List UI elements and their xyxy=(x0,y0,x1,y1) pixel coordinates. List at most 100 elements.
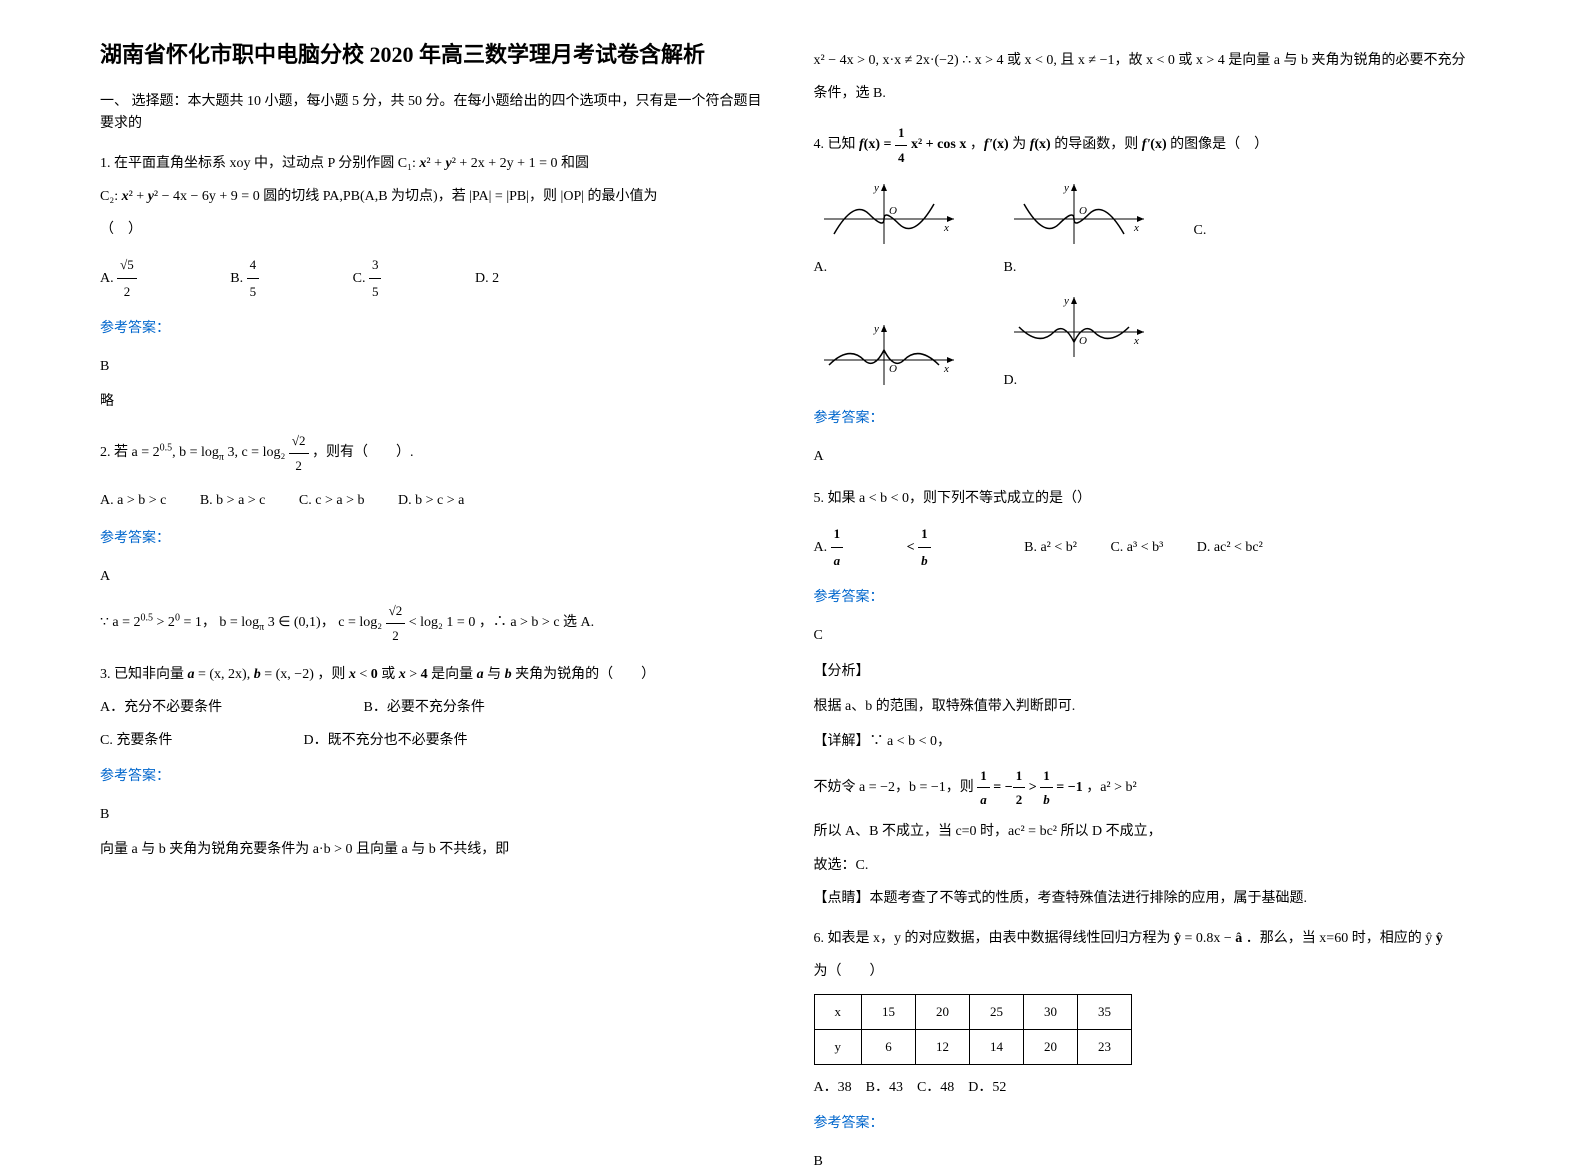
svg-text:y: y xyxy=(873,182,879,194)
cell: 25 xyxy=(970,995,1024,1030)
q4-label-c: C. xyxy=(1194,217,1207,245)
q1-options: A. √52 B. 45 C. 35 D. 2 xyxy=(100,252,774,305)
q4-fx: f(x) = 14 x² + cos x xyxy=(859,137,966,152)
cell: 14 xyxy=(970,1030,1024,1065)
q3-explain: 向量 a 与 b 夹角为锐角充要条件为 a·b > 0 且向量 a 与 b 不共… xyxy=(100,837,774,862)
cell: 12 xyxy=(916,1030,970,1065)
col2-cont2: 条件，选 B. xyxy=(814,81,1488,106)
q3-opts-row1: A．充分不必要条件 B．必要不充分条件 xyxy=(100,695,774,720)
question-6: 6. 如表是 x，y 的对应数据，由表中数据得线性回归方程为 ŷ = 0.8x … xyxy=(814,926,1488,1176)
q2-suffix: ，则有（ ）. xyxy=(312,445,414,460)
q3-mid: ，则 x < 0 或 x > 4 是向量 a 与 b 夹角为锐角的（ ） xyxy=(317,667,655,682)
q1-and: 和圆 xyxy=(561,156,589,171)
svg-text:O: O xyxy=(889,205,897,217)
q2-opt-b: B. b > a > c xyxy=(200,493,266,508)
q1-note: 略 xyxy=(100,389,774,414)
q2-expr: a = 20.5, b = logπ 3, c = log₂ √22 xyxy=(132,445,309,460)
col2-cont1: x² − 4x > 0, x·x ≠ 2x·(−2) ∴ x > 4 或 x <… xyxy=(814,48,1488,73)
svg-text:x: x xyxy=(943,363,949,375)
svg-text:O: O xyxy=(889,363,897,375)
q2-ans-label: 参考答案： xyxy=(100,525,774,553)
q5-opt-d: D. ac² < bc² xyxy=(1197,540,1263,555)
q1-paren: （ ） xyxy=(100,217,774,242)
q2-ans: A xyxy=(100,563,774,591)
q4-graph-b: O x y B. xyxy=(1004,179,1154,282)
q5-opt-a: A. 1a < 1b xyxy=(814,540,991,555)
q1-ans: B xyxy=(100,353,774,381)
q6-mid: ．那么，当 x=60 时，相应的 ŷ xyxy=(1246,931,1432,946)
section-header: 一、 选择题：本大题共 10 小题，每小题 5 分，共 50 分。在每小题给出的… xyxy=(100,91,774,136)
svg-text:y: y xyxy=(1063,295,1069,307)
q3-vec: a = (x, 2x), b = (x, −2) xyxy=(188,667,314,682)
q4-ans-label: 参考答案： xyxy=(814,405,1488,433)
q6-eq: ŷ = 0.8x − â xyxy=(1174,931,1242,946)
q1-opt-d: D. 2 xyxy=(475,271,499,286)
q1-ans-label: 参考答案： xyxy=(100,315,774,343)
q5-detail1: 不妨令 a = −2，b = −1，则 1a = −12 > 1b = −1 ，… xyxy=(814,764,1488,812)
q1-opt-a: A. √52 xyxy=(100,271,197,286)
q6-ans-label: 参考答案： xyxy=(814,1110,1488,1138)
table-row: x 15 20 25 30 35 xyxy=(814,995,1132,1030)
cell: y xyxy=(814,1030,862,1065)
q6-ans: B xyxy=(814,1148,1488,1176)
q1-c2: C₂: x² + y² − 4x − 6y + 9 = 0 xyxy=(100,189,260,204)
q3-opt-c: C. 充要条件 xyxy=(100,728,300,753)
q3-opt-b: B．必要不充分条件 xyxy=(364,700,485,715)
question-3: 3. 已知非向量 a = (x, 2x), b = (x, −2) ，则 x <… xyxy=(100,662,774,863)
q3-opt-a: A．充分不必要条件 xyxy=(100,695,360,720)
q5-options: A. 1a < 1b B. a² < b² C. a³ < b³ D. ac² … xyxy=(814,521,1488,574)
q4-label-b: B. xyxy=(1004,254,1154,282)
q1-opt-b: B. 45 xyxy=(230,271,319,286)
q4-label-d: D. xyxy=(1004,367,1154,395)
question-4: 4. 已知 f(x) = 14 x² + cos x ，f'(x) 为 f(x)… xyxy=(814,121,1488,471)
q3-prefix: 3. 已知非向量 xyxy=(100,667,184,682)
svg-text:x: x xyxy=(1133,335,1139,347)
cell: 20 xyxy=(916,995,970,1030)
q1-opt-c: C. 35 xyxy=(353,271,442,286)
q3-ans-label: 参考答案： xyxy=(100,763,774,791)
q6-table: x 15 20 25 30 35 y 6 12 14 20 23 xyxy=(814,994,1133,1065)
cell: 30 xyxy=(1024,995,1078,1030)
q3-opt-d: D．既不充分也不必要条件 xyxy=(304,733,468,748)
cell: 6 xyxy=(862,1030,916,1065)
question-1: 1. 在平面直角坐标系 xoy 中，过动点 P 分别作圆 C₁: x² + y²… xyxy=(100,151,774,415)
q4-graphs-row2: O x y O x y D. xyxy=(814,292,1488,395)
q1-c1: C₁: x² + y² + 2x + 2y + 1 = 0 xyxy=(398,156,558,171)
q5-opt-c: C. a³ < b³ xyxy=(1110,540,1163,555)
q5-analysis: 根据 a、b 的范围，取特殊值带入判断即可. xyxy=(814,694,1488,719)
q2-opt-a: A. a > b > c xyxy=(100,493,166,508)
q4-graphs-row1: O x y A. O x y B. C. xyxy=(814,179,1488,282)
q6-pre: 6. 如表是 x，y 的对应数据，由表中数据得线性回归方程为 xyxy=(814,931,1171,946)
q5-ans-label: 参考答案： xyxy=(814,584,1488,612)
q2-prefix: 2. 若 xyxy=(100,445,128,460)
q4-graph-a: O x y A. xyxy=(814,179,964,282)
svg-text:x: x xyxy=(943,222,949,234)
table-row: y 6 12 14 20 23 xyxy=(814,1030,1132,1065)
q3-ans: B xyxy=(100,801,774,829)
q2-explain: ∵ a = 20.5 > 20 = 1， b = logπ 3 ∈ (0,1)，… xyxy=(100,599,774,647)
q5-detail-label: 【详解】∵ a < b < 0， xyxy=(814,728,1488,756)
q5-analysis-label: 【分析】 xyxy=(814,658,1488,686)
q5-detail2: 所以 A、B 不成立，当 c=0 时，ac² = bc² 所以 D 不成立， xyxy=(814,819,1488,844)
q6-end: 为（ ） xyxy=(814,959,1488,984)
cell: 23 xyxy=(1078,1030,1132,1065)
q5-comment: 【点睛】本题考查了不等式的性质，考查特殊值法进行排除的应用，属于基础题. xyxy=(814,886,1488,911)
page-title: 湖南省怀化市职中电脑分校 2020 年高三数学理月考试卷含解析 xyxy=(100,40,774,71)
cell: x xyxy=(814,995,862,1030)
q5-stem: 5. 如果 a < b < 0，则下列不等式成立的是（） xyxy=(814,486,1488,511)
svg-text:y: y xyxy=(873,323,879,335)
q5-ans: C xyxy=(814,622,1488,650)
q2-opt-c: C. c > a > b xyxy=(299,493,365,508)
cell: 15 xyxy=(862,995,916,1030)
q2-opt-d: D. b > c > a xyxy=(398,493,464,508)
q4-prefix: 4. 已知 xyxy=(814,137,856,152)
svg-text:y: y xyxy=(1063,182,1069,194)
q5-opt-b: B. a² < b² xyxy=(1024,540,1077,555)
q4-graph-c: O x y xyxy=(814,320,964,395)
cell: 20 xyxy=(1024,1030,1078,1065)
question-2: 2. 若 a = 20.5, b = logπ 3, c = log₂ √22 … xyxy=(100,429,774,647)
q4-graph-d: O x y D. xyxy=(1004,292,1154,395)
q4-label-a: A. xyxy=(814,254,964,282)
svg-text:O: O xyxy=(1079,335,1087,347)
q6-opts: A．38 B．43 C．48 D．52 xyxy=(814,1075,1488,1100)
